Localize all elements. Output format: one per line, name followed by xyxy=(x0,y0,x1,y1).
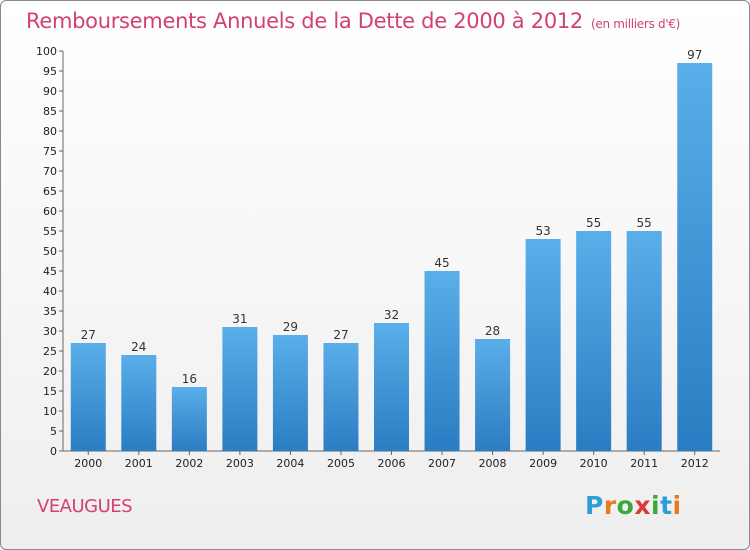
bar-value-label: 53 xyxy=(535,224,550,238)
y-tick-label: 0 xyxy=(50,445,57,458)
logo-letter: t xyxy=(660,491,673,520)
x-tick-label: 2004 xyxy=(276,457,304,470)
logo-letter: r xyxy=(603,491,617,520)
y-tick-label: 90 xyxy=(43,85,57,98)
y-tick-label: 100 xyxy=(36,45,57,58)
y-tick-label: 65 xyxy=(43,185,57,198)
bar-value-label: 27 xyxy=(333,328,348,342)
y-tick-label: 75 xyxy=(43,145,57,158)
bar-value-label: 27 xyxy=(81,328,96,342)
commune-name: VEAUGUES xyxy=(37,496,133,517)
bar-value-label: 55 xyxy=(637,216,652,230)
y-tick-label: 85 xyxy=(43,105,57,118)
x-tick-label: 2003 xyxy=(226,457,254,470)
x-tick-label: 2010 xyxy=(580,457,608,470)
logo-letter: i xyxy=(672,491,682,520)
x-tick-label: 2002 xyxy=(175,457,203,470)
bar xyxy=(677,63,713,451)
chart-axes: 0 5 10 15 20 25 30 35 40 45 50 55 60 65 70 75 80 85 90 95 10… xyxy=(36,45,720,458)
chart-labels: 2000 27 2001 24 2002 16 2003 31 2004 29 2005 27 2006… xyxy=(74,48,708,470)
y-tick-label: 95 xyxy=(43,65,57,78)
chart-title-text: Remboursements Annuels de la Dette de 20… xyxy=(26,9,583,33)
y-tick-label: 45 xyxy=(43,265,57,278)
bar xyxy=(374,323,409,451)
bar xyxy=(424,271,460,451)
y-tick-label: 25 xyxy=(43,345,57,358)
x-tick-label: 2005 xyxy=(327,457,355,470)
chart-bars xyxy=(70,63,713,451)
logo-letter: x xyxy=(634,491,651,520)
x-tick-label: 2011 xyxy=(630,457,658,470)
y-tick-label: 60 xyxy=(43,205,57,218)
chart-title: Remboursements Annuels de la Dette de 20… xyxy=(26,9,680,33)
bar xyxy=(222,327,258,451)
x-tick-label: 2009 xyxy=(529,457,557,470)
bar-value-label: 29 xyxy=(283,320,298,334)
y-tick-label: 15 xyxy=(43,385,57,398)
bar xyxy=(626,231,662,451)
y-tick-label: 40 xyxy=(43,285,57,298)
y-tick-label: 55 xyxy=(43,225,57,238)
bar xyxy=(70,343,106,451)
bar-value-label: 16 xyxy=(182,372,197,386)
bar xyxy=(272,335,308,451)
bar xyxy=(576,231,612,451)
bar-value-label: 45 xyxy=(434,256,449,270)
logo-letter: i xyxy=(651,491,661,520)
x-tick-label: 2000 xyxy=(74,457,102,470)
y-tick-label: 70 xyxy=(43,165,57,178)
logo-letter: o xyxy=(616,491,635,520)
y-tick-label: 30 xyxy=(43,325,57,338)
bar xyxy=(171,387,207,451)
bar-value-label: 28 xyxy=(485,324,500,338)
y-tick-label: 35 xyxy=(43,305,57,318)
logo-letter: P xyxy=(585,491,604,520)
bar-value-label: 32 xyxy=(384,308,399,322)
bar-value-label: 24 xyxy=(131,340,146,354)
y-tick-label: 5 xyxy=(50,425,57,438)
bar xyxy=(121,355,157,451)
y-tick-label: 50 xyxy=(43,245,57,258)
y-tick-label: 80 xyxy=(43,125,57,138)
bar xyxy=(475,339,511,451)
x-tick-label: 2001 xyxy=(125,457,153,470)
y-tick-label: 20 xyxy=(43,365,57,378)
x-tick-label: 2008 xyxy=(479,457,507,470)
bar-value-label: 97 xyxy=(687,48,702,62)
x-tick-label: 2012 xyxy=(681,457,709,470)
y-tick-label: 10 xyxy=(43,405,57,418)
proxiti-logo: Proxiti xyxy=(585,491,682,520)
bar-value-label: 31 xyxy=(232,312,247,326)
bar xyxy=(323,343,359,451)
bar-value-label: 55 xyxy=(586,216,601,230)
x-tick-label: 2006 xyxy=(378,457,406,470)
chart-unit: (en milliers d'€) xyxy=(591,17,681,31)
x-tick-label: 2007 xyxy=(428,457,456,470)
bar xyxy=(525,239,561,451)
